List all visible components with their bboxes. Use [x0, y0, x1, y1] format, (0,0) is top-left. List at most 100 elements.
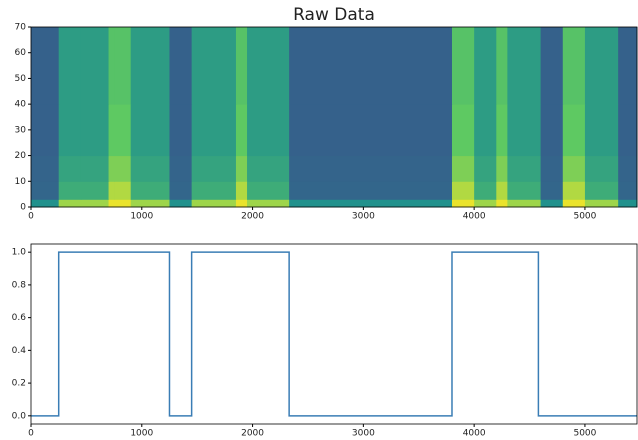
heatmap-cell — [58, 104, 82, 157]
heatmap-cell — [191, 181, 237, 200]
heatmap-cell — [562, 27, 586, 105]
heatmap-cell — [58, 155, 82, 182]
heatmap-cell — [130, 155, 170, 182]
heatmap-cell — [289, 181, 453, 200]
y-tick-label: 0.0 — [12, 411, 27, 421]
x-tick-label: 3000 — [352, 212, 375, 222]
heatmap-cell — [31, 181, 60, 200]
heatmap-cell — [108, 181, 115, 200]
heatmap-cell — [562, 181, 586, 200]
heatmap-cell — [247, 199, 290, 208]
y-tick-label: 50 — [15, 74, 27, 84]
heatmap-cell — [562, 155, 586, 182]
y-tick-label: 20 — [15, 151, 27, 161]
chart-title: Raw Data — [293, 5, 375, 25]
heatmap-cell — [235, 199, 248, 208]
heatmap-cell — [114, 27, 132, 105]
heatmap-cell — [80, 199, 110, 208]
heatmap-cell — [451, 104, 475, 157]
heatmap-cell — [496, 104, 508, 157]
heatmap-cell — [58, 181, 82, 200]
heatmap-cell — [584, 155, 619, 182]
heatmap-cell — [130, 104, 170, 157]
line — [31, 251, 637, 417]
heatmap-cell — [58, 27, 82, 105]
heatmap-cell — [451, 27, 475, 105]
y-tick-label: 60 — [15, 48, 27, 58]
heatmap-cell — [540, 199, 564, 208]
heatmap-cell — [114, 199, 132, 208]
heatmap-cell — [451, 181, 475, 200]
heatmap-cell — [114, 104, 132, 157]
heatmap-cell — [584, 181, 619, 200]
heatmap-cell — [247, 181, 290, 200]
x-tick-label: 4000 — [463, 212, 486, 222]
y-tick-label: 30 — [15, 125, 27, 135]
heatmap-cell — [114, 181, 132, 200]
heatmap-cell — [169, 181, 193, 200]
heatmap-cell — [80, 155, 110, 182]
heatmap-cell — [247, 27, 290, 105]
heatmap-cell — [31, 155, 60, 182]
x-tick-label: 0 — [28, 429, 34, 439]
heatmap-cell — [618, 181, 638, 200]
heatmap-cell — [191, 199, 237, 208]
y-tick-label: 0.6 — [12, 313, 27, 323]
heatmap-cell — [247, 155, 290, 182]
heatmap-cell — [540, 155, 564, 182]
heatmap-cell — [31, 199, 60, 208]
y-tick-label: 10 — [15, 177, 27, 187]
heatmap-cell — [507, 199, 542, 208]
heatmap-cell — [618, 155, 638, 182]
heatmap-cell — [169, 104, 193, 157]
heatmap-cell — [80, 27, 110, 105]
x-tick-label: 2000 — [241, 429, 264, 439]
heatmap-cell — [191, 104, 237, 157]
heatmap-cell — [289, 155, 453, 182]
heatmap-cell — [114, 155, 132, 182]
heatmap-cell — [584, 199, 619, 208]
heatmap-cell — [618, 27, 638, 105]
heatmap-cell — [474, 104, 497, 157]
heatmap-cell — [80, 104, 110, 157]
heatmap-cell — [235, 181, 248, 200]
heatmap-cell — [169, 27, 193, 105]
plot-frame — [30, 243, 638, 425]
y-tick-label: 40 — [15, 100, 27, 110]
x-tick-label: 1000 — [130, 212, 153, 222]
heatmap-cell — [584, 104, 619, 157]
heatmap-cell — [31, 104, 60, 157]
heatmap-cell — [80, 181, 110, 200]
heatmap-cell — [169, 155, 193, 182]
heatmap-cell — [618, 104, 638, 157]
heatmap-cell — [191, 27, 237, 105]
heatmap-cell — [540, 104, 564, 157]
heatmap-cell — [108, 155, 115, 182]
x-tick-label: 0 — [28, 212, 34, 222]
heatmap-cell — [289, 27, 453, 105]
heatmap-cell — [130, 199, 170, 208]
x-tick-label: 4000 — [463, 429, 486, 439]
heatmap-cell — [474, 199, 497, 208]
heatmap-cell — [130, 27, 170, 105]
heatmap-cell — [540, 27, 564, 105]
heatmap-cell — [540, 181, 564, 200]
heatmap-cell — [169, 199, 193, 208]
y-tick-label: 70 — [15, 23, 27, 33]
heatmap-cell — [474, 27, 497, 105]
heatmap-cell — [474, 181, 497, 200]
x-tick-label: 5000 — [573, 429, 596, 439]
heatmap-cell — [507, 104, 542, 157]
x-tick-label: 5000 — [573, 212, 596, 222]
x-tick-label: 1000 — [130, 429, 153, 439]
y-tick-label: 0.8 — [12, 280, 27, 290]
heatmap-cell — [507, 27, 542, 105]
heatmap-cell — [108, 27, 115, 105]
heatmap-cell — [618, 199, 638, 208]
heatmap-cell — [451, 155, 475, 182]
heatmap-cell — [235, 155, 248, 182]
x-tick-label: 2000 — [241, 212, 264, 222]
heatmap-cell — [191, 155, 237, 182]
heatmap-cell — [247, 104, 290, 157]
